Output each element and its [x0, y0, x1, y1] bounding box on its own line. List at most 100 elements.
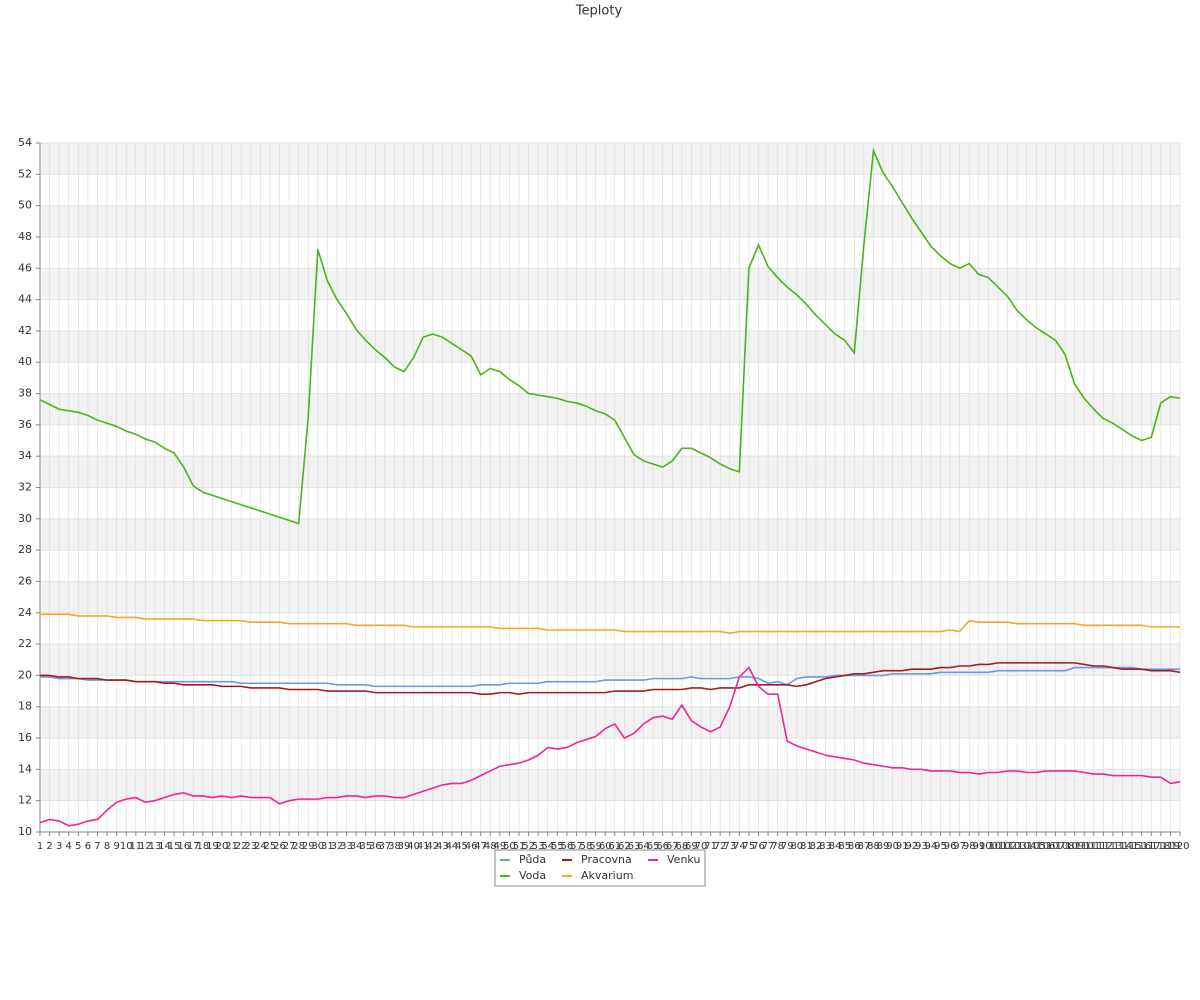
- grid-band: [40, 205, 1180, 237]
- x-tick-label: 32: [331, 841, 344, 852]
- x-tick-label: 77: [762, 841, 775, 852]
- x-tick-label: 21: [225, 841, 238, 852]
- x-tick-label: 37: [379, 841, 392, 852]
- x-tick-label: 38: [388, 841, 401, 852]
- x-tick-label: 107: [1046, 841, 1065, 852]
- x-tick-label: 96: [944, 841, 957, 852]
- x-tick-label: 20: [216, 841, 229, 852]
- legend-label: Venku: [667, 853, 700, 866]
- x-tick-label: 28: [292, 841, 305, 852]
- x-tick-label: 40: [407, 841, 420, 852]
- x-tick-label: 2: [46, 841, 52, 852]
- x-tick-label: 106: [1036, 841, 1055, 852]
- x-tick-label: 80: [790, 841, 803, 852]
- legend-label: Půda: [519, 853, 546, 866]
- y-tick-label: 26: [18, 574, 32, 587]
- x-tick-label: 64: [637, 841, 650, 852]
- x-tick-label: 10: [120, 841, 133, 852]
- x-tick-label: 120: [1170, 841, 1189, 852]
- x-tick-label: 90: [886, 841, 899, 852]
- x-tick-label: 68: [675, 841, 688, 852]
- x-tick-label: 56: [561, 841, 574, 852]
- x-tick-label: 3: [56, 841, 62, 852]
- x-tick-label: 60: [599, 841, 612, 852]
- x-tick-label: 86: [848, 841, 861, 852]
- chart-title: Teploty: [575, 4, 623, 19]
- y-tick-label: 32: [18, 481, 32, 494]
- x-tick-label: 87: [857, 841, 870, 852]
- grid-band: [40, 644, 1180, 676]
- x-tick-label: 93: [915, 841, 928, 852]
- x-tick-label: 65: [647, 841, 660, 852]
- grid-band: [40, 393, 1180, 425]
- x-tick-label: 75: [743, 841, 756, 852]
- x-tick-label: 49: [493, 841, 506, 852]
- x-tick-label: 97: [953, 841, 966, 852]
- grid-band: [40, 706, 1180, 739]
- x-tick-label: 27: [283, 841, 296, 852]
- x-tick-label: 119: [1161, 841, 1180, 852]
- x-tick-label: 70: [695, 841, 708, 852]
- x-tick-label: 12: [139, 841, 152, 852]
- x-tick-label: 82: [810, 841, 823, 852]
- x-tick-label: 79: [781, 841, 794, 852]
- x-tick-label: 44: [446, 841, 459, 852]
- x-tick-label: 115: [1123, 841, 1142, 852]
- x-tick-label: 54: [541, 841, 554, 852]
- x-tick-label: 15: [168, 841, 181, 852]
- x-tick-label: 114: [1113, 841, 1132, 852]
- grid-band: [40, 456, 1180, 488]
- x-tick-label: 61: [608, 841, 621, 852]
- x-tick-label: 48: [484, 841, 497, 852]
- x-tick-label: 74: [733, 841, 746, 852]
- x-tick-label: 6: [85, 841, 91, 852]
- x-tick-label: 18: [196, 841, 209, 852]
- x-tick-label: 89: [877, 841, 890, 852]
- y-tick-label: 28: [18, 543, 32, 556]
- x-tick-label: 23: [244, 841, 257, 852]
- x-tick-label: 29: [302, 841, 315, 852]
- y-tick-label: 44: [18, 293, 32, 306]
- x-tick-label: 47: [474, 841, 487, 852]
- y-tick-label: 36: [18, 418, 32, 431]
- x-tick-label: 57: [570, 841, 583, 852]
- x-tick-label: 33: [340, 841, 353, 852]
- x-tick-label: 95: [934, 841, 947, 852]
- y-tick-label: 54: [18, 136, 32, 149]
- x-tick-label: 52: [522, 841, 535, 852]
- legend-box: [494, 849, 706, 887]
- x-tick-label: 91: [896, 841, 909, 852]
- legend-label: Akvarium: [581, 869, 633, 882]
- x-tick-label: 94: [925, 841, 938, 852]
- x-tick-label: 11: [129, 841, 142, 852]
- x-tick-label: 71: [704, 841, 717, 852]
- x-tick-label: 111: [1084, 841, 1103, 852]
- x-tick-label: 58: [580, 841, 593, 852]
- x-tick-label: 81: [800, 841, 813, 852]
- series-line: [39, 147, 1181, 525]
- x-tick-label: 46: [465, 841, 478, 852]
- x-tick-label: 35: [359, 841, 372, 852]
- grid-band: [40, 268, 1180, 300]
- x-tick-label: 42: [426, 841, 439, 852]
- x-tick-label: 8: [104, 841, 110, 852]
- legend-label: Voda: [519, 869, 546, 882]
- y-tick-label: 48: [18, 230, 32, 243]
- x-tick-label: 103: [1008, 841, 1027, 852]
- series-line: [40, 666, 1180, 688]
- x-tick-label: 72: [714, 841, 727, 852]
- x-tick-label: 22: [235, 841, 248, 852]
- y-tick-label: 14: [18, 762, 32, 775]
- y-tick-label: 18: [18, 700, 32, 713]
- y-tick-label: 40: [18, 355, 32, 368]
- x-tick-label: 69: [685, 841, 698, 852]
- x-tick-label: 108: [1055, 841, 1074, 852]
- x-tick-label: 117: [1142, 841, 1161, 852]
- x-tick-label: 98: [963, 841, 976, 852]
- x-tick-label: 92: [905, 841, 918, 852]
- x-tick-label: 110: [1075, 841, 1094, 852]
- x-tick-label: 5: [75, 841, 81, 852]
- x-tick-label: 101: [988, 841, 1007, 852]
- x-tick-label: 9: [113, 841, 119, 852]
- x-tick-label: 41: [417, 841, 430, 852]
